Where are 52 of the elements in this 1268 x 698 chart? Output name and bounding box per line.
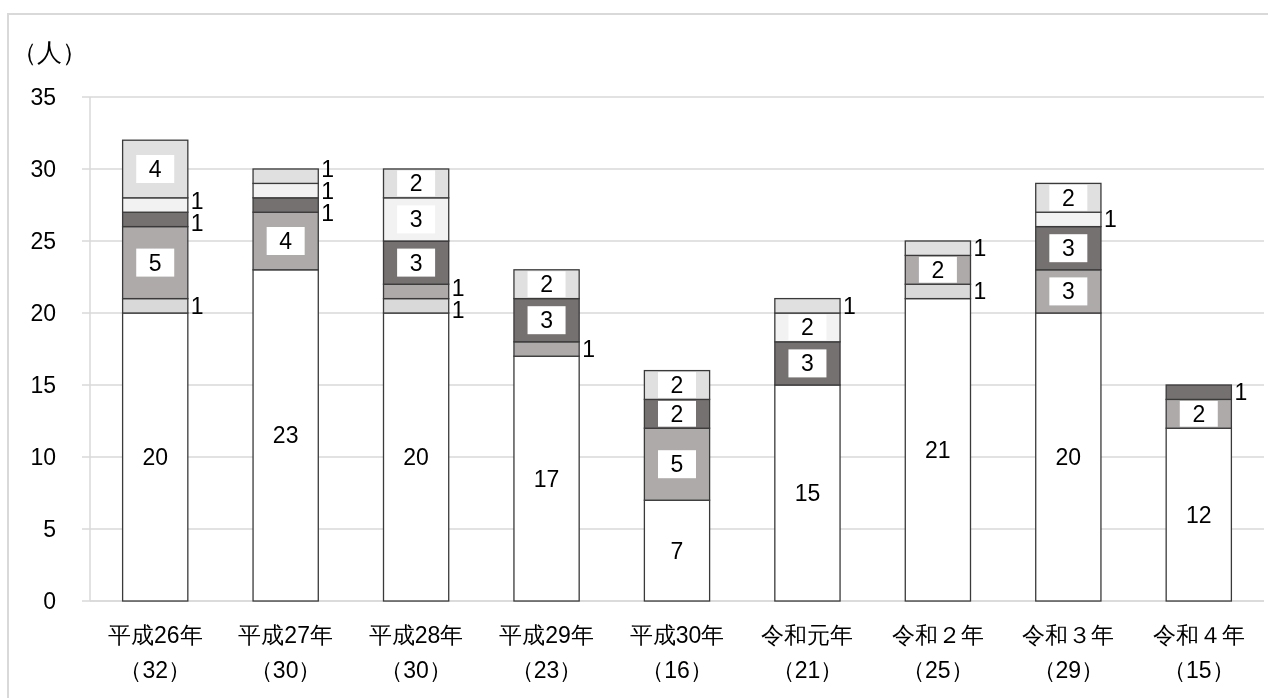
y-tick-label: 35 xyxy=(30,84,56,110)
data-label: 2 xyxy=(409,170,423,197)
data-label: 1 xyxy=(1103,206,1117,233)
data-label: 3 xyxy=(1061,235,1075,262)
data-label: 2 xyxy=(1061,184,1075,211)
data-label: 3 xyxy=(409,249,423,276)
data-label: 2 xyxy=(1192,400,1206,427)
data-label: 3 xyxy=(1061,278,1075,305)
data-label: 4 xyxy=(148,156,162,182)
y-tick-label: 20 xyxy=(30,300,56,326)
data-label: 5 xyxy=(148,249,162,276)
data-label: 2 xyxy=(540,271,553,298)
data-label: 2 xyxy=(801,314,814,341)
data-label: 1 xyxy=(1234,379,1248,406)
data-label: 2 xyxy=(931,256,945,283)
y-tick-label: 10 xyxy=(30,444,56,470)
x-tick-label: 平成28年（30） xyxy=(367,621,465,685)
y-tick-label: 5 xyxy=(43,516,56,542)
x-tick-label: 令和３年（29） xyxy=(1021,621,1116,685)
y-tick-label: 0 xyxy=(43,588,56,614)
data-label: 2 xyxy=(670,372,684,398)
data-label: 17 xyxy=(533,465,560,492)
y-tick-label: 30 xyxy=(30,156,56,182)
data-label: 21 xyxy=(925,436,951,463)
y-tick-label: 15 xyxy=(30,372,56,398)
x-tick-label: 令和元年（21） xyxy=(760,621,855,685)
data-label: 7 xyxy=(670,537,684,564)
data-label: 2 xyxy=(670,400,684,427)
data-label: 3 xyxy=(801,350,814,377)
data-label: 5 xyxy=(670,451,684,478)
x-tick-label: 平成26年（32） xyxy=(106,621,204,685)
data-label: 20 xyxy=(403,444,429,470)
data-label: 1 xyxy=(190,292,204,319)
data-label: 15 xyxy=(794,480,821,506)
x-tick-label: 平成27年（30） xyxy=(237,621,334,685)
data-label: 20 xyxy=(1055,444,1082,470)
data-label: 3 xyxy=(409,206,423,233)
x-tick-label: 令和４年（15） xyxy=(1151,621,1246,685)
data-label: 4 xyxy=(279,228,293,254)
data-label: 1 xyxy=(582,336,595,362)
x-tick-label: 令和２年（25） xyxy=(890,621,985,685)
data-label: 1 xyxy=(843,292,856,319)
x-tick-label: 平成30年（16） xyxy=(628,621,726,685)
data-label: 3 xyxy=(540,307,553,334)
data-label: 1 xyxy=(973,235,987,262)
data-label: 1 xyxy=(973,278,987,305)
data-label: 20 xyxy=(142,444,169,470)
data-label: 12 xyxy=(1185,501,1212,528)
x-tick-label: 平成29年（23） xyxy=(498,621,595,685)
data-label: 23 xyxy=(272,422,299,449)
y-axis-title: （人） xyxy=(12,38,87,66)
y-tick-label: 25 xyxy=(30,228,56,254)
